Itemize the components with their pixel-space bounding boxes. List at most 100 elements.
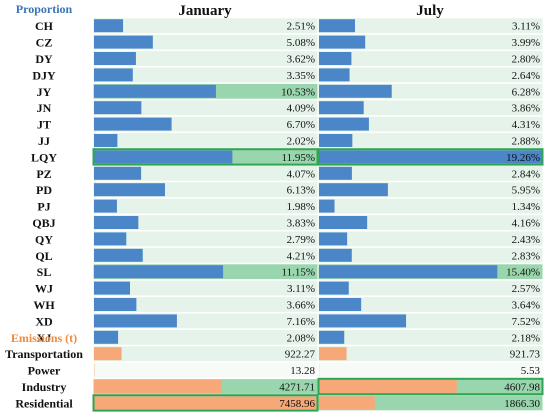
row-label-ch: CH	[35, 19, 54, 33]
value-ql-jan: 4.21%	[287, 250, 315, 262]
value-jn-jul: 3.86%	[512, 103, 540, 115]
value-ql-jul: 2.83%	[512, 250, 540, 262]
max-highlights	[92, 148, 544, 412]
bar-jy-jul	[319, 84, 392, 98]
value-sl-jan: 11.15%	[281, 267, 315, 279]
bar-sl-jul	[319, 265, 498, 279]
bar-sl-jan	[94, 265, 224, 279]
bar-pd-jul	[319, 183, 388, 197]
bar-pz-jan	[94, 166, 142, 180]
cell-bg-qbj-jan	[93, 215, 318, 230]
value-xd-jan: 7.16%	[287, 316, 315, 328]
value-wj-jan: 3.11%	[287, 283, 315, 295]
bar-ql-jul	[319, 248, 352, 262]
row-label-qbj: QBJ	[32, 216, 55, 230]
max-highlight-lqy-jul	[317, 148, 544, 166]
bar-dy-jul	[319, 52, 352, 65]
proportion-section-title: Proportion	[16, 2, 73, 16]
value-pd-jul: 5.95%	[512, 185, 540, 197]
row-label-transportation: Transportation	[5, 347, 83, 361]
cell-bg-ch-jan	[93, 18, 318, 34]
row-label-xj: XJ	[37, 331, 52, 345]
labels-and-values: January July Proportion CH 2.51% 3.11% CZ 5.0…	[5, 2, 540, 410]
row-label-jt: JT	[37, 118, 51, 132]
bar-lqy-jul	[319, 150, 542, 164]
bar-qy-jan	[94, 232, 127, 246]
bar-ch-jan	[94, 19, 124, 33]
value-xj-jul: 2.18%	[512, 332, 540, 344]
bar-wh-jul	[319, 298, 362, 311]
bar-jt-jul	[319, 117, 369, 131]
bar-ql-jan	[94, 248, 143, 262]
cell-bg-djy-jan	[93, 67, 318, 83]
cell-bg-transportation-jan	[93, 346, 318, 362]
bar-dy-jan	[94, 52, 136, 65]
row-label-power: Power	[28, 364, 61, 378]
value-industry-jan: 4271.71	[279, 382, 315, 394]
value-residential-jan: 7458.96	[279, 398, 315, 410]
value-jn-jan: 4.09%	[287, 103, 315, 115]
cell-bg-jj-jul	[318, 133, 543, 148]
cell-bg-transportation-jul	[318, 346, 543, 362]
row-label-xd: XD	[35, 314, 53, 328]
bar-cz-jul	[319, 35, 366, 49]
bar-pz-jul	[319, 166, 352, 180]
value-lqy-jan: 11.95%	[281, 152, 315, 164]
bar-pj-jan	[94, 199, 117, 213]
cell-bg-xj-jan	[93, 329, 318, 345]
value-transportation-jul: 921.73	[510, 349, 541, 361]
bar-jn-jan	[94, 101, 142, 115]
january-header: January	[178, 3, 232, 19]
value-dy-jan: 3.62%	[287, 54, 315, 66]
bar-qy-jul	[319, 232, 348, 246]
value-xd-jul: 7.52%	[512, 316, 540, 328]
cell-bg-ql-jan	[93, 247, 318, 263]
value-djy-jul: 2.64%	[512, 70, 540, 82]
value-jy-jul: 6.28%	[512, 86, 540, 98]
value-qbj-jul: 4.16%	[512, 218, 540, 230]
bar-jn-jul	[319, 101, 364, 115]
value-wh-jan: 3.66%	[287, 300, 315, 312]
bar-pj-jul	[319, 199, 335, 213]
cell-bg-qbj-jul	[318, 215, 543, 230]
value-jj-jan: 2.02%	[287, 136, 315, 148]
cell-bg-dy-jul	[318, 51, 543, 66]
value-djy-jan: 3.35%	[287, 70, 315, 82]
cell-bg-qy-jul	[318, 231, 543, 247]
cell-bg-ql-jul	[318, 247, 543, 263]
bar-transportation-jul	[319, 347, 347, 361]
bar-jj-jul	[319, 134, 353, 147]
value-residential-jul: 1866.30	[504, 398, 540, 410]
bar-qbj-jul	[319, 216, 368, 229]
bar-xj-jul	[319, 330, 345, 344]
bar-xd-jul	[319, 314, 407, 328]
value-ch-jan: 2.51%	[287, 21, 315, 33]
cell-bg-wh-jul	[318, 297, 543, 312]
value-industry-jul: 4607.98	[504, 382, 540, 394]
row-label-qy: QY	[35, 232, 53, 246]
value-dy-jul: 2.80%	[512, 54, 540, 66]
value-qy-jul: 2.43%	[512, 234, 540, 246]
bar-jy-jan	[94, 84, 216, 98]
cell-bg-pz-jul	[318, 165, 543, 181]
cell-bg-jn-jan	[93, 100, 318, 116]
july-header: July	[416, 3, 444, 19]
row-label-pj: PJ	[37, 200, 50, 214]
cell-bg-pz-jan	[93, 165, 318, 181]
row-label-pz: PZ	[36, 167, 51, 181]
row-label-jj: JJ	[38, 134, 50, 148]
row-label-sl: SL	[37, 265, 52, 279]
value-jj-jul: 2.88%	[512, 136, 540, 148]
bars	[94, 19, 542, 410]
value-cz-jan: 5.08%	[287, 37, 315, 49]
value-transportation-jan: 922.27	[285, 349, 316, 361]
value-pj-jul: 1.34%	[512, 201, 540, 213]
cell-bg-xj-jul	[318, 329, 543, 345]
value-sl-jul: 15.40%	[506, 267, 540, 279]
value-jt-jul: 4.31%	[512, 119, 540, 131]
value-power-jul: 5.53	[521, 365, 541, 377]
cell-bg-power-jan	[93, 362, 318, 378]
row-label-wh: WH	[33, 298, 55, 312]
value-pj-jan: 1.98%	[287, 201, 315, 213]
